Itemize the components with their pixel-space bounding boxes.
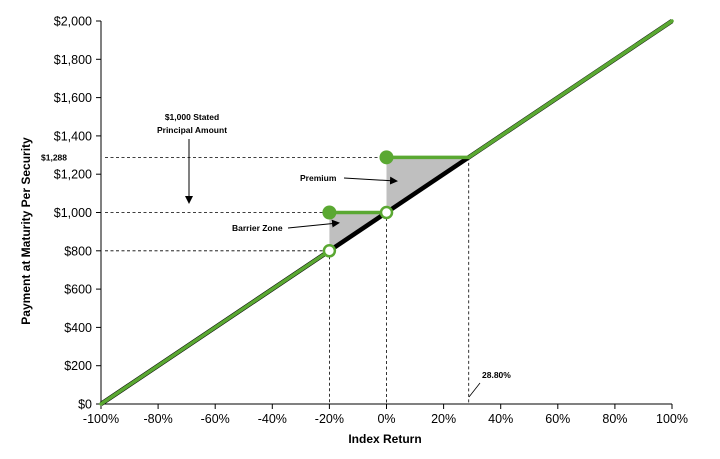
open-point bbox=[322, 244, 337, 258]
y-tick-label: $2,000 bbox=[54, 15, 92, 29]
y-axis-title: Payment at Maturity Per Security bbox=[19, 137, 33, 325]
data-points bbox=[322, 150, 394, 258]
x-tick-label: 40% bbox=[488, 412, 513, 426]
stated-principal-label-line2: Principal Amount bbox=[157, 125, 227, 135]
x-tick-label: -60% bbox=[201, 412, 230, 426]
barrier-zone-label: Barrier Zone bbox=[232, 223, 283, 233]
annotations: $1,000 Stated Principal Amount Premium B… bbox=[157, 112, 511, 398]
y-tick-label: $1,800 bbox=[54, 53, 92, 67]
x-tick-label: 100% bbox=[656, 412, 688, 426]
x-tick-label: -40% bbox=[258, 412, 287, 426]
x-tick-label: 60% bbox=[545, 412, 570, 426]
y-tick-label: $600 bbox=[64, 283, 92, 297]
x-tick-label: 20% bbox=[431, 412, 456, 426]
x-tick-label: -80% bbox=[144, 412, 173, 426]
y-tick-label: $1,400 bbox=[54, 129, 92, 143]
y-tick-label: $200 bbox=[64, 359, 92, 373]
y-extra-tick-label: $1,288 bbox=[41, 152, 67, 162]
y-tick-label: $1,600 bbox=[54, 91, 92, 105]
y-tick-group: $0 $200 $400 $600 $800 $1,000 $1,200 $1,400 $1,6… bbox=[41, 15, 101, 412]
x-axis-title: Index Return bbox=[348, 432, 421, 446]
series-line-payoff-upper bbox=[467, 19, 673, 159]
cap-percent-label: 28.80% bbox=[482, 370, 511, 380]
x-tick-label: 80% bbox=[602, 412, 627, 426]
y-tick-label: $1,000 bbox=[54, 206, 92, 220]
filled-point bbox=[379, 150, 394, 165]
guide-lines bbox=[105, 156, 470, 404]
y-tick-label: $800 bbox=[64, 244, 92, 258]
premium-label: Premium bbox=[300, 173, 337, 183]
barrier-zone-arrow bbox=[287, 219, 340, 229]
open-point bbox=[379, 205, 394, 220]
premium-arrow bbox=[343, 176, 398, 185]
stated-principal-label-line1: $1,000 Stated bbox=[165, 112, 219, 122]
x-tick-group: -100% -80% -60% -40% -20% 0% 20% 40% 60% 80% 100% bbox=[83, 404, 688, 426]
cap-percent-leader bbox=[468, 382, 481, 398]
y-tick-label: $1,200 bbox=[54, 168, 92, 182]
x-tick-label: 0% bbox=[377, 412, 395, 426]
series-line-payoff-segment bbox=[99, 249, 332, 406]
x-tick-label: -100% bbox=[83, 412, 119, 426]
y-tick-label: $400 bbox=[64, 321, 92, 335]
x-tick-label: -20% bbox=[315, 412, 344, 426]
filled-point bbox=[322, 205, 337, 220]
y-tick-label: $0 bbox=[78, 398, 92, 412]
